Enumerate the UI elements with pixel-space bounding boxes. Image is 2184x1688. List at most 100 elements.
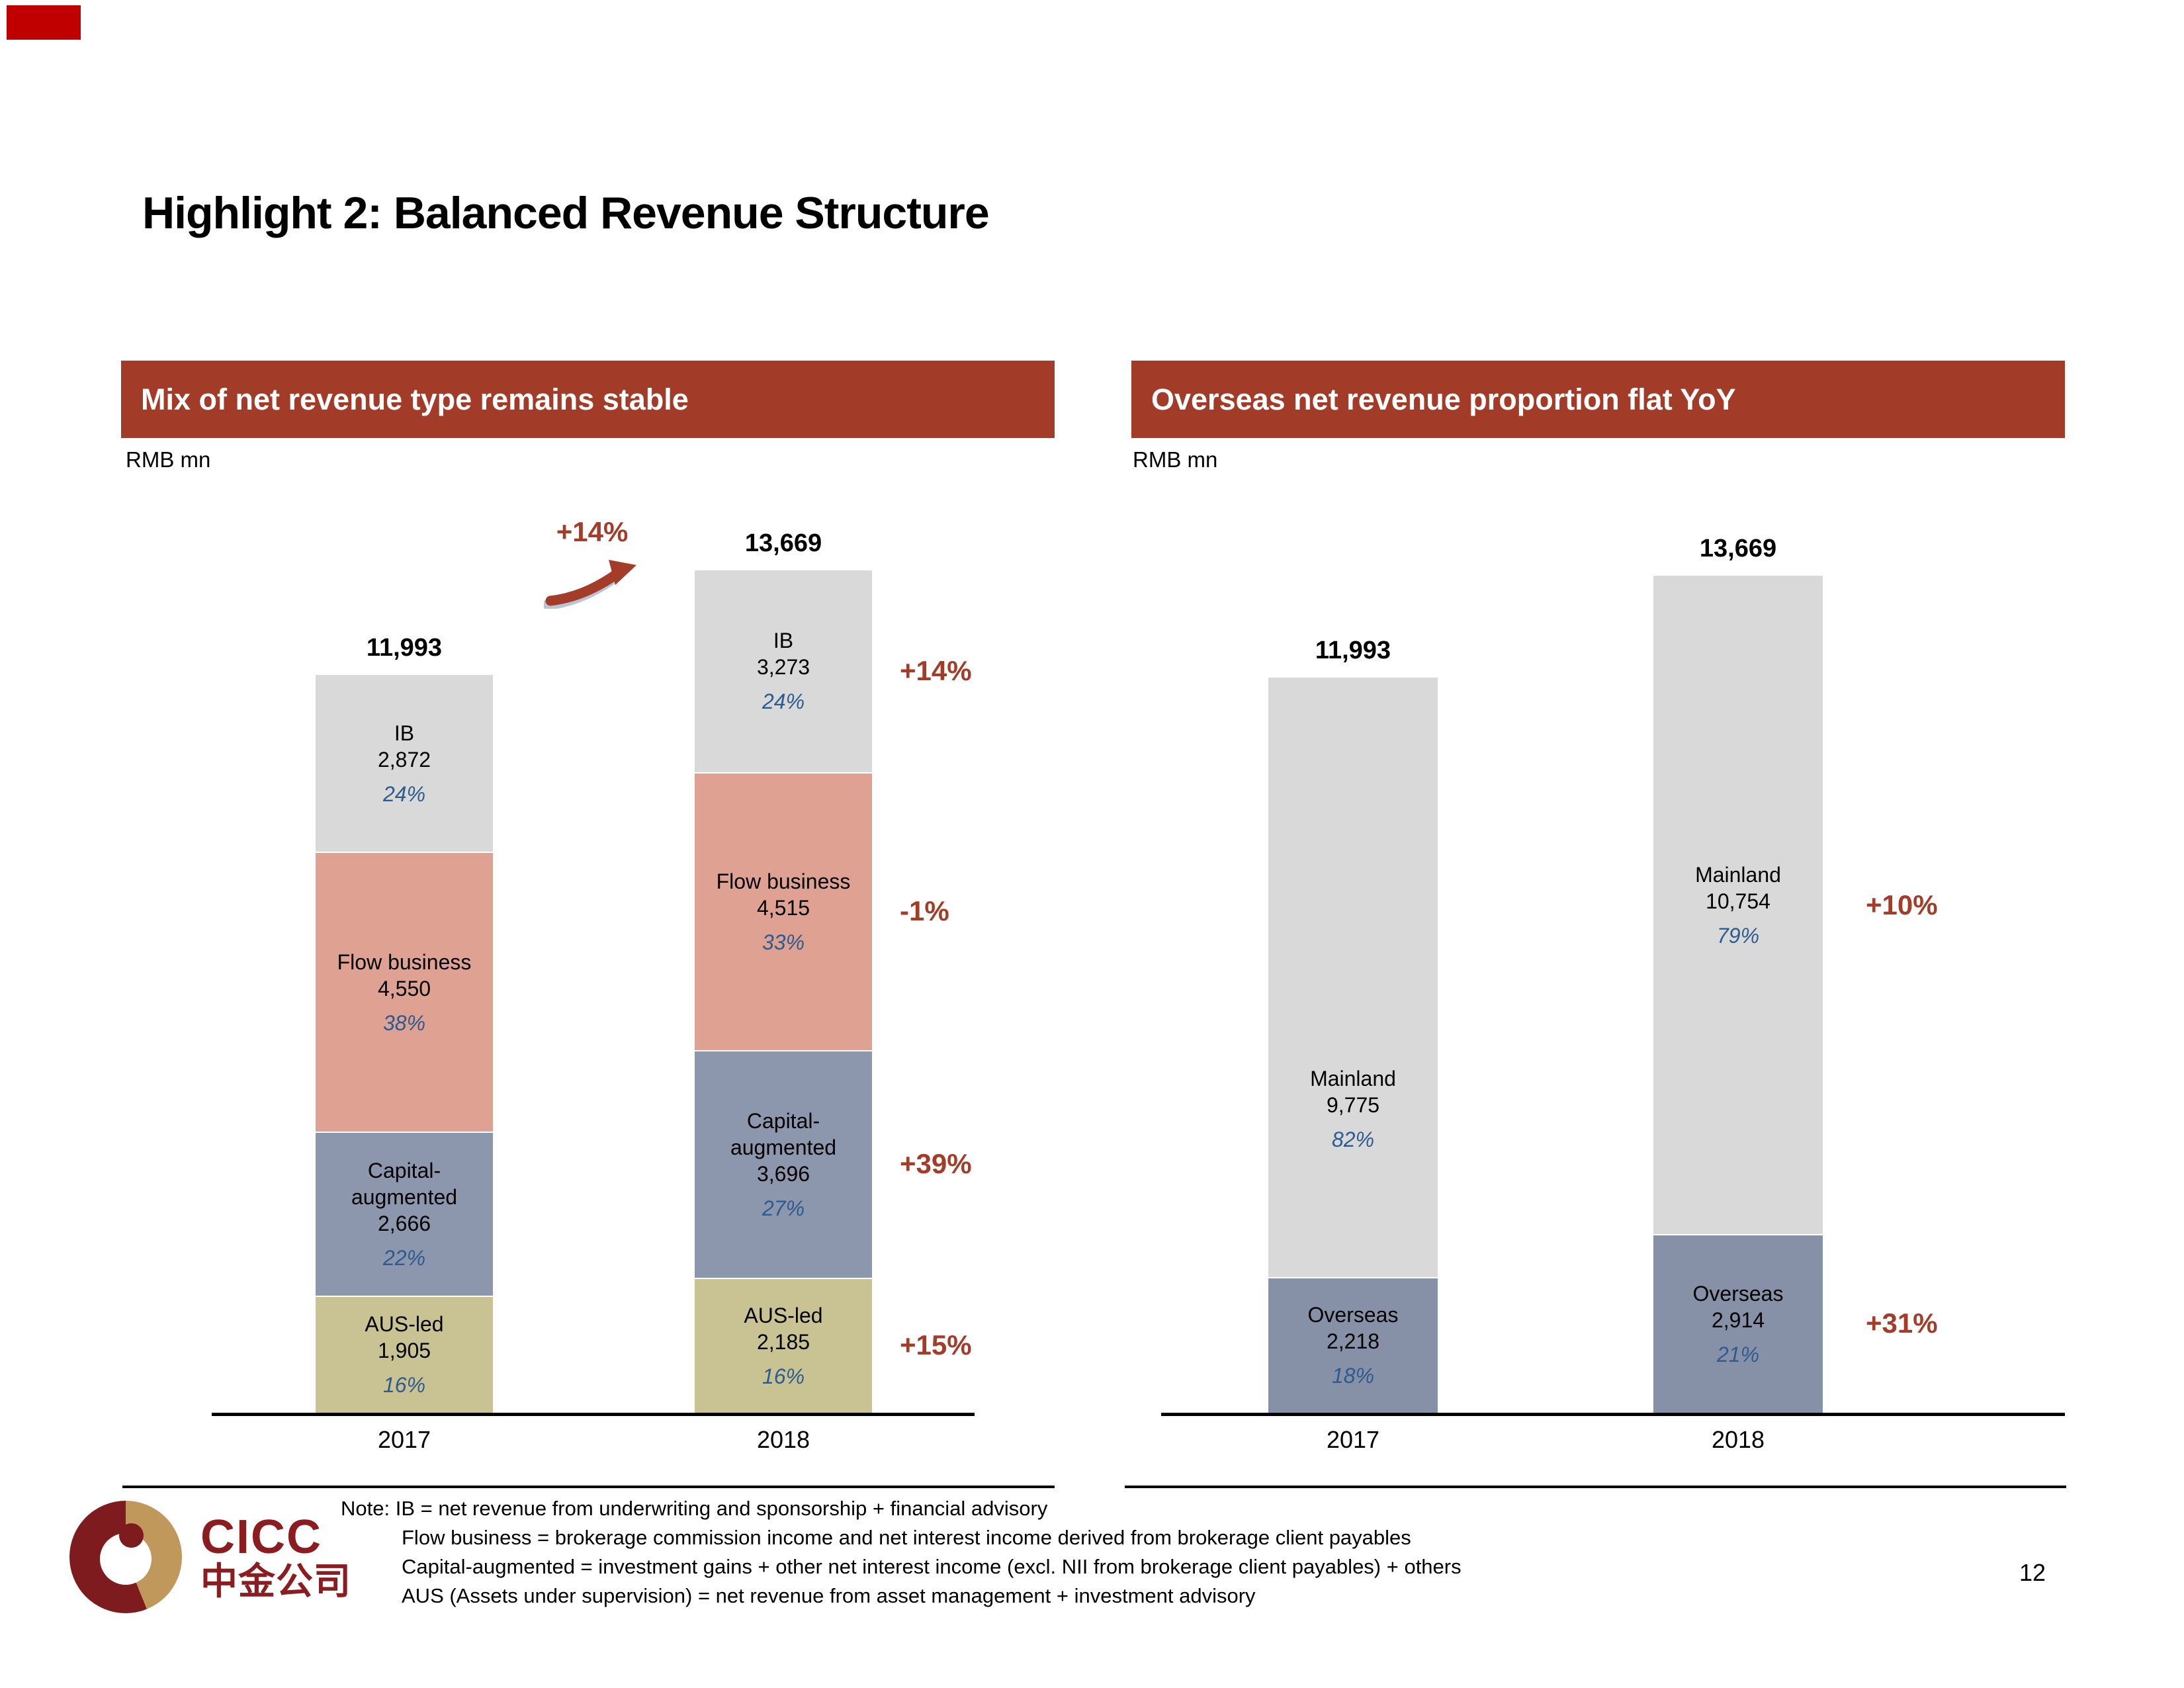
segment-label: AUS-led 2,185 16% [695, 1302, 872, 1390]
segment-aus-led-2017: AUS-led 1,905 16% [316, 1295, 493, 1413]
segment-label: IB 2,872 24% [316, 720, 493, 807]
bar-2017: Mainland 9,775 82% Overseas 2,218 18% [1268, 678, 1438, 1413]
left-chart-header: Mix of net revenue type remains stable [121, 361, 1055, 438]
segment-flow-business-2018: Flow business 4,515 33% [695, 772, 872, 1051]
segment-name: IB [394, 721, 415, 745]
segment-value: 2,218 [1326, 1329, 1380, 1354]
segment-label: Mainland 9,775 82% [1268, 1065, 1438, 1153]
segment-percent: 79% [1716, 923, 1760, 948]
segment-label: AUS-led 1,905 16% [316, 1311, 493, 1398]
segment-name: Capital-augmented [351, 1158, 458, 1209]
x-axis-category-label: 2018 [1711, 1426, 1765, 1453]
right-chart-header-label: Overseas net revenue proportion flat YoY [1151, 382, 1736, 416]
cicc-logo: CICC 中金公司 [69, 1501, 351, 1613]
segment-label: Overseas 2,914 21% [1653, 1280, 1823, 1368]
note-line: Capital-augmented = investment gains + o… [402, 1555, 1462, 1578]
x-axis-category-label: 2017 [377, 1426, 431, 1453]
growth-arrow-icon [544, 560, 636, 609]
x-axis-category-label: 2018 [756, 1426, 810, 1453]
segment-percent: 24% [382, 781, 426, 806]
segment-overseas-2018: Overseas 2,914 21% [1653, 1234, 1823, 1413]
cicc-logo-cjk: 中金公司 [200, 1560, 351, 1603]
segment-capital-augmented-2018: Capital-augmented 3,696 27% [695, 1050, 872, 1278]
bar-total-label: 13,669 [1699, 535, 1777, 562]
yoy-growth-label: -1% [900, 895, 949, 927]
page-title: Highlight 2: Balanced Revenue Structure [142, 188, 990, 238]
segment-percent: 21% [1716, 1343, 1760, 1367]
segment-flow-business-2017: Flow business 4,550 38% [316, 852, 493, 1132]
segment-percent: 24% [762, 689, 805, 714]
segment-value: 3,273 [756, 655, 810, 680]
yoy-growth-label: +10% [1866, 889, 1938, 920]
segment-name: IB [773, 629, 794, 653]
segment-name: Mainland [1695, 862, 1781, 887]
note-line: Flow business = brokerage commission inc… [402, 1526, 1411, 1549]
segment-percent: 16% [762, 1364, 805, 1389]
bar-total-label: 11,993 [366, 634, 443, 662]
segment-percent: 38% [382, 1010, 426, 1035]
segment-value: 3,696 [756, 1162, 810, 1186]
x-axis [212, 1413, 975, 1416]
segment-name: AUS-led [744, 1304, 823, 1328]
segment-label: IB 3,273 24% [695, 627, 872, 715]
segment-percent: 27% [762, 1196, 805, 1221]
footer-separator [1125, 1486, 2066, 1488]
segment-value: 2,914 [1711, 1308, 1765, 1333]
left-unit-label: RMB mn [126, 447, 211, 472]
segment-capital-augmented-2017: Capital-augmented 2,666 22% [316, 1132, 493, 1296]
bar-total-label: 11,993 [1315, 637, 1391, 664]
segment-label: Overseas 2,218 18% [1268, 1302, 1438, 1389]
segment-value: 1,905 [377, 1339, 431, 1363]
segment-value: 2,872 [377, 747, 431, 772]
bar-2018: Mainland 10,754 79% Overseas 2,914 21% [1653, 576, 1823, 1413]
bar-2017: IB 2,872 24% Flow business 4,550 38% Capital-a… [316, 675, 493, 1413]
segment-name: Mainland [1310, 1066, 1396, 1090]
segment-percent: 18% [1331, 1364, 1375, 1388]
segment-percent: 16% [382, 1373, 426, 1398]
segment-label: Flow business 4,515 33% [695, 868, 872, 955]
segment-name: Overseas [1692, 1282, 1784, 1306]
yoy-growth-label: +15% [900, 1329, 972, 1361]
cicc-logo-mark-icon [69, 1501, 182, 1613]
segment-percent: 22% [382, 1245, 426, 1270]
yoy-growth-label: +31% [1866, 1308, 1938, 1339]
segment-value: 2,185 [756, 1330, 810, 1355]
segment-mainland-2017: Mainland 9,775 82% [1268, 678, 1438, 1277]
segment-ib-2017: IB 2,872 24% [316, 675, 493, 852]
segment-label: Capital-augmented 3,696 27% [695, 1108, 872, 1222]
x-axis [1161, 1413, 2065, 1416]
yoy-growth-label: +39% [900, 1148, 972, 1180]
segment-label: Mainland 10,754 79% [1653, 862, 1823, 949]
segment-name: Overseas [1307, 1303, 1399, 1327]
note-block: Note: IB = net revenue from underwriting… [341, 1494, 1462, 1611]
segment-percent: 33% [762, 930, 805, 955]
right-unit-label: RMB mn [1133, 447, 1218, 472]
cicc-logo-latin: CICC [200, 1510, 322, 1564]
footer-separator [122, 1486, 1055, 1488]
note-line: Note: IB = net revenue from underwriting… [341, 1497, 1048, 1520]
corner-accent [7, 5, 81, 40]
segment-name: Flow business [337, 950, 472, 974]
segment-label: Capital-augmented 2,666 22% [316, 1157, 493, 1271]
note-line: AUS (Assets under supervision) = net rev… [402, 1584, 1256, 1607]
yoy-growth-label: +14% [900, 655, 972, 687]
left-chart-header-label: Mix of net revenue type remains stable [141, 382, 689, 416]
bar-total-label: 13,669 [744, 529, 822, 557]
segment-overseas-2017: Overseas 2,218 18% [1268, 1276, 1438, 1413]
segment-value: 2,666 [377, 1211, 431, 1235]
segment-name: Capital-augmented [730, 1109, 837, 1160]
segment-name: Flow business [716, 869, 851, 894]
segment-ib-2018: IB 3,273 24% [695, 570, 872, 772]
segment-aus-led-2018: AUS-led 2,185 16% [695, 1278, 872, 1413]
x-axis-category-label: 2017 [1326, 1426, 1380, 1453]
page-number: 12 [2019, 1559, 2046, 1586]
segment-value: 4,550 [377, 976, 431, 1000]
right-chart-header: Overseas net revenue proportion flat YoY [1131, 361, 2065, 438]
bar-2018: IB 3,273 24% Flow business 4,515 33% Capital-a… [695, 570, 872, 1413]
segment-value: 10,754 [1706, 889, 1770, 913]
total-growth-label: +14% [556, 516, 629, 547]
segment-value: 9,775 [1326, 1092, 1380, 1117]
segment-mainland-2018: Mainland 10,754 79% [1653, 576, 1823, 1235]
segment-label: Flow business 4,550 38% [316, 949, 493, 1036]
